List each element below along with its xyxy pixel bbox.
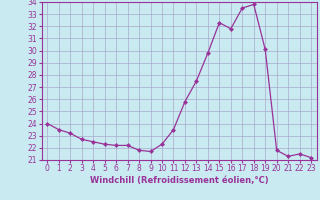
X-axis label: Windchill (Refroidissement éolien,°C): Windchill (Refroidissement éolien,°C) (90, 176, 268, 185)
